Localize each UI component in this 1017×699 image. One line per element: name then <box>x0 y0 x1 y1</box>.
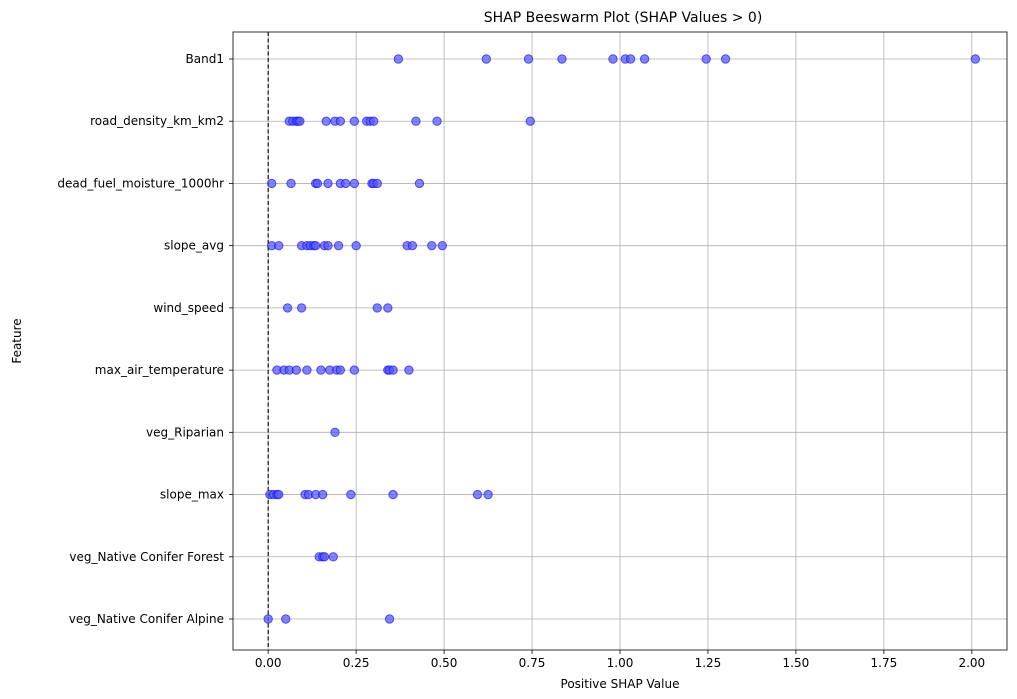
data-point <box>472 489 483 500</box>
data-point <box>282 303 293 313</box>
data-point <box>296 303 307 313</box>
data-point <box>321 116 331 126</box>
data-point <box>340 178 351 189</box>
y-tick-label: Band1 <box>186 52 224 66</box>
x-tick-label: 2.00 <box>958 656 985 670</box>
x-tick-label: 0.75 <box>519 656 546 670</box>
x-axis-label: Positive SHAP Value <box>561 677 680 691</box>
data-point <box>312 178 323 189</box>
chart-title: SHAP Beeswarm Plot (SHAP Values > 0) <box>484 10 763 26</box>
y-axis-label: Feature <box>10 318 24 363</box>
data-point <box>523 54 534 64</box>
data-point <box>274 489 284 500</box>
data-point <box>432 116 442 126</box>
data-point <box>720 54 731 64</box>
x-tick-label: 1.25 <box>695 656 722 670</box>
y-tick-label: veg_Native Conifer Forest <box>69 550 224 564</box>
data-point <box>323 240 333 251</box>
x-tick-label: 0.00 <box>255 656 282 670</box>
data-point <box>263 614 273 624</box>
data-point <box>411 116 421 126</box>
data-point <box>557 54 567 64</box>
data-point <box>310 240 321 251</box>
data-point <box>316 365 326 375</box>
data-point <box>335 365 346 375</box>
data-point <box>393 54 404 64</box>
y-tick-label: road_density_km_km2 <box>90 114 224 128</box>
data-point <box>372 303 382 313</box>
data-point <box>701 54 711 64</box>
data-point <box>319 552 330 562</box>
data-point <box>349 116 360 126</box>
data-point <box>318 489 328 500</box>
y-tick-label: wind_speed <box>153 301 224 315</box>
data-point <box>437 240 448 251</box>
data-point <box>291 365 302 375</box>
data-point <box>388 365 398 375</box>
x-tick-label: 0.50 <box>431 656 458 670</box>
data-point <box>302 365 312 375</box>
data-point <box>286 178 296 189</box>
data-point <box>970 54 981 64</box>
data-points <box>263 54 981 624</box>
y-tick-label: dead_fuel_moisture_1000hr <box>57 176 224 190</box>
data-point <box>349 365 360 375</box>
data-point <box>384 614 395 624</box>
x-tick-label: 0.25 <box>343 656 370 670</box>
data-point <box>608 54 618 64</box>
data-point <box>323 178 333 189</box>
grid-layer <box>233 32 1007 650</box>
data-point <box>328 552 338 562</box>
data-point <box>625 54 636 64</box>
data-point <box>335 116 346 126</box>
data-point <box>414 178 425 189</box>
data-point <box>525 116 535 126</box>
data-point <box>369 116 379 126</box>
data-point <box>383 303 393 313</box>
y-tick-label: veg_Riparian <box>146 425 224 439</box>
data-point <box>346 489 356 500</box>
data-point <box>481 54 492 64</box>
data-point <box>274 240 284 251</box>
data-point <box>267 178 277 189</box>
data-point <box>295 116 305 126</box>
y-axis-ticks: Band1 road_density_km_km2 dead_fuel_moistu… <box>57 52 233 626</box>
y-tick-label: max_air_temperature <box>95 363 224 377</box>
y-tick-label: slope_max <box>160 488 224 502</box>
data-point <box>372 178 382 189</box>
data-point <box>349 178 360 189</box>
data-point <box>404 365 414 375</box>
data-point <box>351 240 361 251</box>
data-point <box>639 54 650 64</box>
data-point <box>427 240 437 251</box>
data-point <box>483 489 493 500</box>
data-point <box>388 489 398 500</box>
data-point <box>330 427 340 438</box>
x-tick-label: 1.75 <box>871 656 898 670</box>
y-tick-label: veg_Native Conifer Alpine <box>69 612 224 626</box>
y-tick-label: slope_avg <box>164 239 224 253</box>
data-point <box>407 240 418 251</box>
x-tick-label: 1.50 <box>783 656 810 670</box>
x-tick-label: 1.00 <box>607 656 634 670</box>
x-axis-ticks: 0.00 0.25 0.50 0.75 1.00 1.25 1.50 1.75 2.00 <box>255 650 985 670</box>
data-point <box>281 614 291 624</box>
data-point <box>333 240 344 251</box>
